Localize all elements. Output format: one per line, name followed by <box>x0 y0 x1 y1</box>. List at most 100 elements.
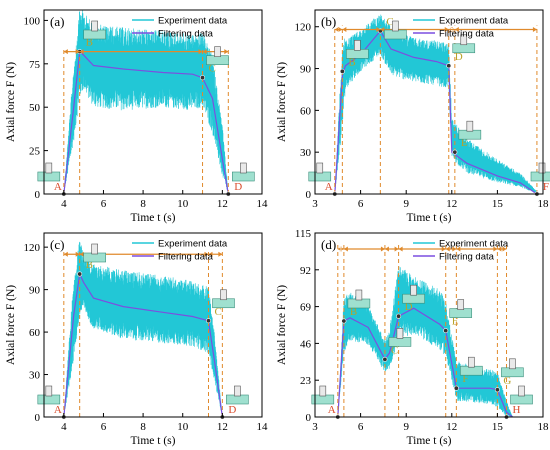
key-point-F <box>453 385 459 391</box>
y-axis-label: Axial force F (N) <box>5 62 17 142</box>
y-tick-label: 50 <box>29 102 41 114</box>
legend: Experiment data Filtering data <box>132 239 228 263</box>
series-experiment-data <box>63 241 223 417</box>
y-axis-label: Axial force F (N) <box>276 62 288 142</box>
drill-bit-icon <box>37 385 61 405</box>
y-tick-label: 100 <box>24 15 41 27</box>
key-point-label-F: F <box>543 181 549 193</box>
key-point-E <box>443 328 449 334</box>
key-point-label-D: D <box>405 301 413 313</box>
drill-bit-icon <box>501 358 524 378</box>
x-tick-label: 12 <box>217 421 228 433</box>
stage-arrow-head <box>63 251 80 257</box>
drill-bit-icon <box>449 299 473 318</box>
y-tick-label: 25 <box>29 146 41 158</box>
y-tick-label: 30 <box>29 370 41 382</box>
drill-bit-icon <box>83 20 106 40</box>
x-tick-label: 4 <box>61 198 67 210</box>
y-tick-label: 30 <box>300 147 312 159</box>
x-tick-label: 8 <box>140 421 146 433</box>
panel-label: (c) <box>50 237 64 252</box>
key-point-label-H: H <box>513 404 521 416</box>
y-tick-label: 0 <box>35 412 41 424</box>
key-point-B <box>339 68 345 74</box>
key-point-label-D: D <box>455 51 463 63</box>
x-tick-label: 9 <box>403 198 409 210</box>
key-point-E <box>452 149 458 155</box>
legend: Experiment data Filtering data <box>413 239 509 263</box>
y-tick-label: 115 <box>295 228 312 240</box>
x-axis-label: Time t (s) <box>407 435 452 447</box>
x-tick-label: 15 <box>492 421 504 433</box>
legend: Experiment data Filtering data <box>132 16 228 40</box>
legend-label-experiment: Experiment data <box>158 16 228 27</box>
drill-bit-icon <box>384 20 407 40</box>
key-point-label-A: A <box>54 404 62 416</box>
x-tick-label: 12 <box>446 198 457 210</box>
x-tick-label: 3 <box>312 198 318 210</box>
y-axis-label: Axial force F (N) <box>5 285 17 365</box>
plot-area <box>334 14 538 194</box>
drill-bit-icon <box>458 120 482 140</box>
key-point-label-A: A <box>325 181 333 193</box>
y-tick-label: 90 <box>300 64 312 76</box>
x-axis-label: Time t (s) <box>407 212 452 224</box>
drill-bit-icon <box>460 356 483 376</box>
stage-arrow-head <box>208 251 223 257</box>
drill-bit-icon <box>346 40 369 59</box>
plot-area <box>63 10 229 194</box>
y-tick-label: 120 <box>295 22 312 34</box>
y-tick-label: 60 <box>29 327 41 339</box>
y-tick-label: 0 <box>306 189 312 201</box>
key-point-C <box>200 75 206 81</box>
y-tick-label: 60 <box>300 105 312 117</box>
y-tick-label: 75 <box>29 59 41 71</box>
key-point-D <box>396 313 402 319</box>
key-point-B <box>341 318 347 324</box>
drill-bit-icon <box>402 284 425 304</box>
key-point-label-B: B <box>350 306 357 318</box>
y-tick-label: 0 <box>306 412 312 424</box>
plot-area <box>337 266 513 417</box>
y-tick-label: 0 <box>35 189 41 201</box>
plot-frame <box>314 9 544 195</box>
stage-arrow-head <box>445 246 457 252</box>
stage-arrow-head <box>497 246 507 252</box>
drill-bit-icon <box>530 162 550 182</box>
drill-bit-icon <box>347 289 371 309</box>
x-tick-label: 4 <box>61 421 67 433</box>
drill-bit-icon <box>37 162 61 182</box>
x-tick-label: 14 <box>257 198 269 210</box>
panel-label: (d) <box>321 237 336 252</box>
x-tick-label: 12 <box>217 198 228 210</box>
series-experiment-data <box>337 266 513 417</box>
x-tick-label: 15 <box>492 198 504 210</box>
key-point-label-B: B <box>348 56 355 68</box>
key-point-label-D: D <box>228 404 236 416</box>
legend-label-filtering: Filtering data <box>439 29 495 40</box>
y-tick-label: 90 <box>29 285 41 297</box>
legend-label-filtering: Filtering data <box>158 252 214 263</box>
y-tick-label: 120 <box>24 242 41 254</box>
series-experiment-data <box>334 14 538 194</box>
key-point-label-B: B <box>86 37 93 49</box>
x-tick-label: 6 <box>358 421 364 433</box>
key-point-label-B: B <box>86 259 93 271</box>
drill-bit-icon <box>226 385 249 405</box>
key-point-label-D: D <box>234 181 242 193</box>
y-tick-label: 46 <box>300 338 312 350</box>
x-tick-label: 18 <box>538 421 550 433</box>
x-axis-label: Time t (s) <box>131 435 176 447</box>
drill-bit-icon <box>388 328 412 347</box>
panel-label: (b) <box>321 14 336 29</box>
x-tick-label: 9 <box>403 421 409 433</box>
x-tick-label: 10 <box>177 421 189 433</box>
legend-label-experiment: Experiment data <box>158 239 228 250</box>
legend-label-experiment: Experiment data <box>439 16 509 27</box>
legend: Experiment data Filtering data <box>413 16 509 40</box>
key-point-label-E: E <box>452 316 459 328</box>
series-filtering-data <box>63 50 229 194</box>
plot-frame <box>43 232 263 418</box>
stage-arrow-head <box>384 246 399 252</box>
chart-panel-1: A B C D 4 6 8 10 12 14 0 25 50 75 100 Time t (s) Axial f… <box>5 9 269 224</box>
